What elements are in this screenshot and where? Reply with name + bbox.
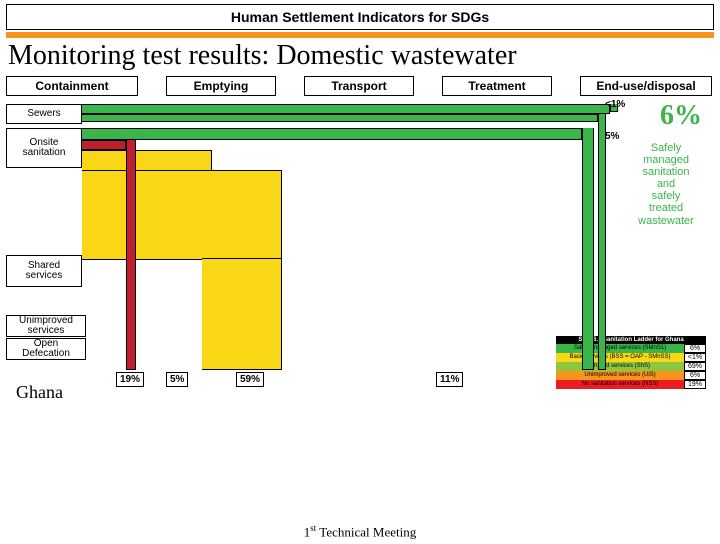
flow-yellow_drop_band: [202, 258, 282, 370]
pct-bottom: 5%: [166, 372, 188, 387]
header-title: Human Settlement Indicators for SDGs: [6, 4, 714, 30]
flow-sewers_top_green: [82, 104, 610, 114]
legend-table: SDG 6.2 Sanitation Ladder for GhanaSafel…: [556, 336, 706, 389]
headline-caption: Safelymanagedsanitationandsafelytreatedw…: [626, 142, 706, 227]
pct-bottom: 59%: [236, 372, 264, 387]
flow-yellow_main: [82, 170, 282, 260]
legend-row: Unimproved services (UiS)6%: [556, 371, 706, 380]
source-onsite: Onsite sanitation: [6, 128, 82, 168]
flow-sewers_bot_green: [82, 114, 598, 122]
drop-0: [126, 140, 136, 370]
pct-bottom: 19%: [116, 372, 144, 387]
legend-row: Basic services (BSS = OAP - SMnSS)<1%: [556, 353, 706, 362]
country-label: Ghana: [16, 382, 63, 403]
page-title: Monitoring test results: Domestic wastew…: [8, 42, 712, 70]
stage-transport: Transport: [304, 76, 414, 96]
source-sewers: Sewers: [6, 104, 82, 124]
flow-onsite_top_green: [82, 128, 582, 140]
flow-onsite_mid_red: [82, 140, 126, 150]
stage-endusedisposal: End-use/disposal: [580, 76, 712, 96]
legend-row: Shared services (ShS)69%: [556, 362, 706, 371]
source-unimproved: Unimproved services: [6, 315, 86, 337]
stage-treatment: Treatment: [442, 76, 552, 96]
legend-title: SDG 6.2 Sanitation Ladder for Ghana: [556, 336, 706, 344]
headline-percent: 6%: [660, 100, 702, 132]
drop-2: [598, 114, 606, 370]
header-accent-bar: [6, 32, 714, 38]
source-shared: Shared services: [6, 255, 82, 287]
pct-side: <1%: [602, 98, 628, 111]
pct-side: 5%: [602, 130, 622, 143]
drop-1: [582, 128, 594, 370]
legend-row: Safely managed services (SMnS1)6%: [556, 344, 706, 353]
source-open: Open Defecation: [6, 338, 86, 360]
stage-containment: Containment: [6, 76, 138, 96]
sankey-diagram: 6% Safelymanagedsanitationandsafelytreat…: [6, 100, 714, 390]
pct-bottom: 11%: [436, 372, 463, 387]
stage-header-row: Containment Emptying Transport Treatment End…: [6, 76, 714, 96]
legend-row: No sanitation services (NSS)19%: [556, 380, 706, 389]
footer-text: 1st Technical Meeting: [0, 523, 720, 540]
stage-emptying: Emptying: [166, 76, 276, 96]
